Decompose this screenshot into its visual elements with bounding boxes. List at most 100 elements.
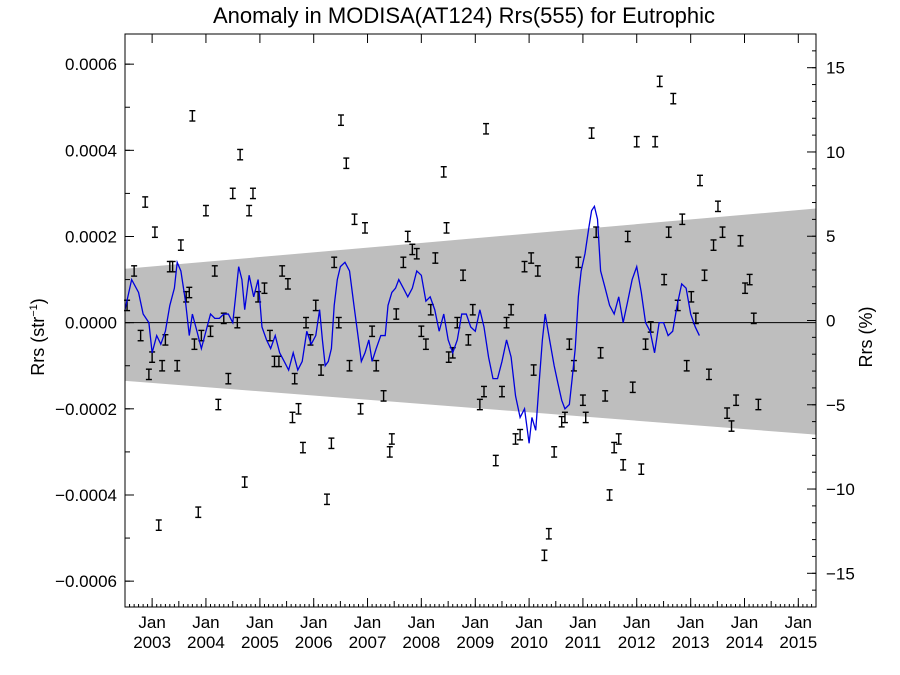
y-right-tick-label: 0 xyxy=(826,312,835,331)
errorbar-point xyxy=(498,385,505,398)
errorbar-point xyxy=(318,364,325,376)
errorbar-point xyxy=(225,372,232,385)
errorbar-point xyxy=(328,437,335,450)
errorbar-point xyxy=(579,394,586,407)
errorbar-point xyxy=(642,338,649,351)
x-tick-label-month: Jan xyxy=(138,613,165,632)
errorbar-point xyxy=(582,411,589,424)
errorbar-point xyxy=(534,265,541,277)
y-right-tick-label: 15 xyxy=(826,59,845,78)
y-left-tick-label: −0.0002 xyxy=(55,400,117,419)
errorbar-point xyxy=(517,428,524,441)
errorbar-point xyxy=(177,239,184,251)
errorbar-point xyxy=(291,372,298,385)
errorbar-point xyxy=(400,256,407,269)
errorbar-series xyxy=(124,75,762,562)
errorbar-point xyxy=(169,260,176,273)
y-left-tick-label: −0.0006 xyxy=(55,572,117,591)
x-tick-label-year: 2010 xyxy=(510,633,548,652)
errorbar-point xyxy=(665,226,672,239)
errorbar-point xyxy=(241,476,248,488)
errorbar-point xyxy=(710,239,717,251)
errorbar-point xyxy=(483,122,490,135)
errorbar-point xyxy=(215,398,222,411)
errorbar-point xyxy=(261,282,268,295)
errorbar-point xyxy=(445,351,452,363)
errorbar-point xyxy=(602,390,609,402)
errorbar-point xyxy=(512,433,519,445)
x-tick-label-year: 2013 xyxy=(672,633,710,652)
errorbar-point xyxy=(503,316,510,329)
errorbar-point xyxy=(545,527,552,540)
y-right-tick-label: −10 xyxy=(826,480,855,499)
y-left-tick-label: 0.0004 xyxy=(65,141,117,160)
errorbar-point xyxy=(476,398,483,411)
errorbar-point xyxy=(234,316,241,329)
errorbar-point xyxy=(656,75,663,88)
smoothed-anomaly-line xyxy=(124,204,700,444)
errorbar-point xyxy=(137,329,144,342)
y-left-tick-label: 0.0006 xyxy=(65,55,117,74)
plot-area xyxy=(124,33,817,608)
x-axis: Jan2003Jan2004Jan2005Jan2006Jan2007Jan20… xyxy=(129,34,817,652)
errorbar-point xyxy=(566,338,573,351)
errorbar-point xyxy=(155,519,162,532)
x-tick-label-year: 2011 xyxy=(565,633,602,652)
errorbar-point xyxy=(418,325,425,338)
errorbar-point xyxy=(202,204,209,217)
errorbar-point xyxy=(597,346,604,359)
errorbar-point xyxy=(705,368,712,381)
y-axis-left: 0.0006 0.0004 0.0002 0.0000 −0.0002 −0.0004 −0… xyxy=(55,55,134,591)
errorbar-point xyxy=(404,230,411,243)
y-left-tick-label: 0.0002 xyxy=(65,227,117,246)
y-left-tick-label: −0.0004 xyxy=(55,486,117,505)
errorbar-point xyxy=(249,187,256,200)
x-tick-label-year: 2003 xyxy=(133,633,171,652)
errorbar-point xyxy=(465,334,472,346)
errorbar-point xyxy=(373,359,380,372)
errorbar-point xyxy=(246,204,253,217)
errorbar-point xyxy=(480,385,487,398)
errorbar-point xyxy=(638,463,645,476)
errorbar-point xyxy=(688,290,695,303)
errorbar-point xyxy=(284,278,291,290)
x-tick-label-month: Jan xyxy=(623,613,650,632)
x-tick-label-year: 2012 xyxy=(618,633,656,652)
errorbar-point xyxy=(728,420,735,432)
errorbar-point xyxy=(683,359,690,372)
x-tick-label-year: 2007 xyxy=(349,633,387,652)
y-axis-right: 15 10 5 0 −5 −10 −15 xyxy=(807,33,855,608)
errorbar-point xyxy=(351,213,358,226)
errorbar-point xyxy=(189,109,196,122)
errorbar-point xyxy=(611,441,618,454)
errorbar-point xyxy=(422,338,429,351)
errorbar-point xyxy=(195,506,202,519)
errorbar-point xyxy=(508,303,515,316)
errorbar-point xyxy=(413,247,420,260)
errorbar-point xyxy=(174,359,181,372)
errorbar-point xyxy=(652,135,659,148)
x-tick-label-month: Jan xyxy=(785,613,812,632)
errorbar-point xyxy=(337,114,344,127)
x-tick-label-year: 2005 xyxy=(241,633,279,652)
errorbar-point xyxy=(588,127,595,139)
errorbar-point xyxy=(714,200,721,213)
errorbar-point xyxy=(742,282,749,295)
y-axis-left-label: Rrs (str−1) xyxy=(28,298,48,376)
errorbar-point xyxy=(615,433,622,445)
errorbar-point xyxy=(460,269,467,282)
x-tick-label-year: 2006 xyxy=(295,633,333,652)
errorbar-point xyxy=(719,226,726,239)
errorbar-point xyxy=(279,265,286,277)
y-right-tick-label: 10 xyxy=(826,143,845,162)
errorbar-point xyxy=(528,252,535,264)
x-tick-label-month: Jan xyxy=(354,613,381,632)
errorbar-point xyxy=(624,230,631,243)
x-tick-label-month: Jan xyxy=(462,613,489,632)
errorbar-point xyxy=(151,226,158,239)
y-axis-left-label-superscript: −1 xyxy=(28,304,40,317)
x-tick-label-month: Jan xyxy=(515,613,542,632)
errorbar-point xyxy=(606,489,613,501)
errorbar-point xyxy=(299,441,306,454)
x-tick-label-year: 2015 xyxy=(779,633,817,652)
